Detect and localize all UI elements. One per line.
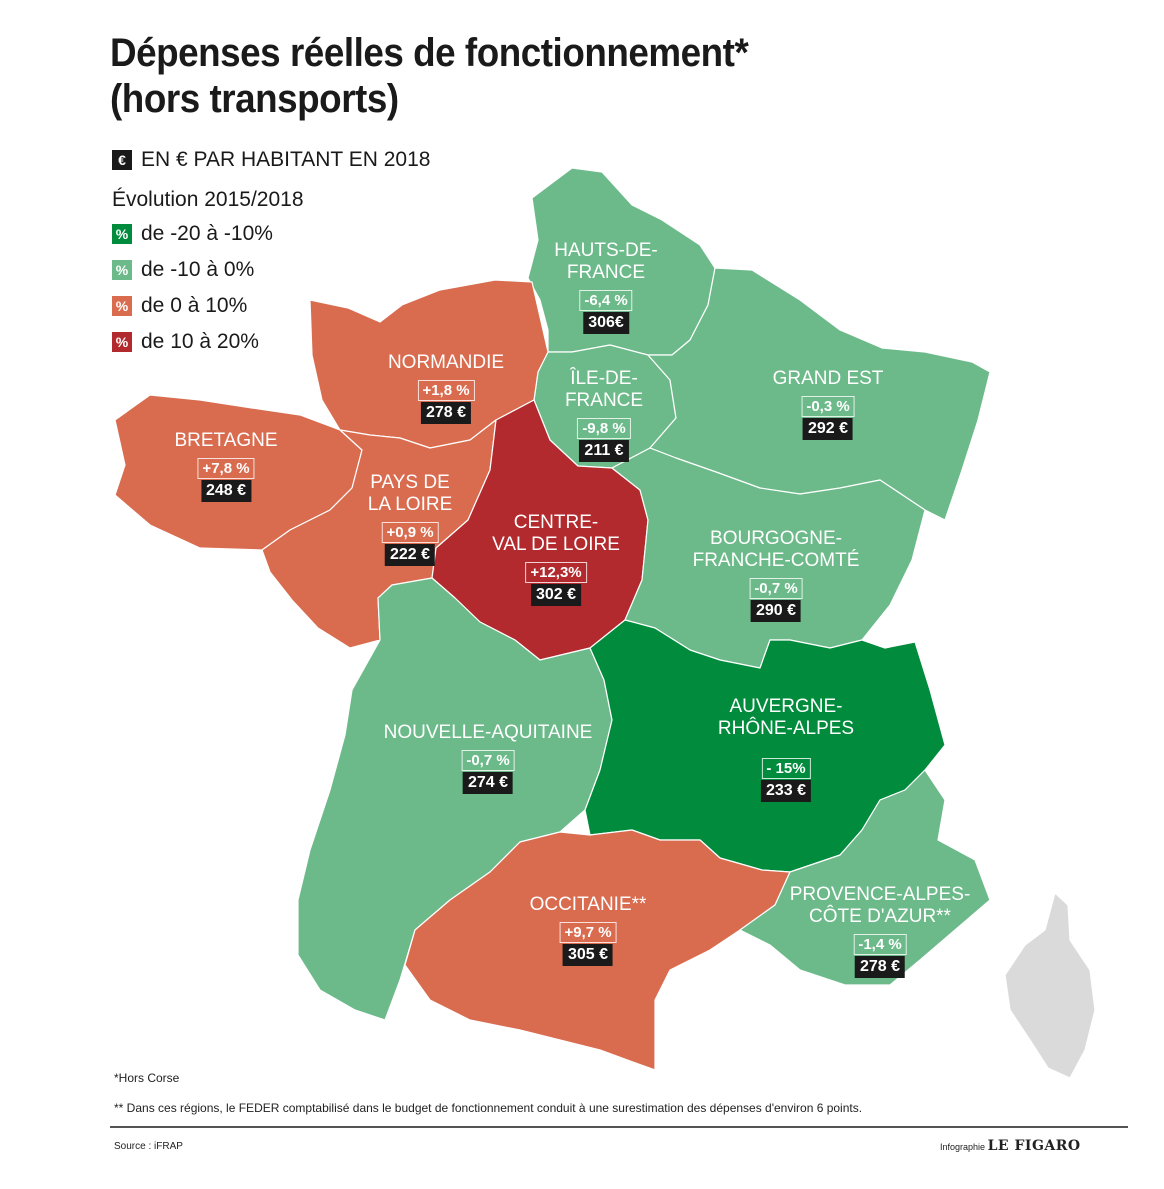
region-name: VAL DE LOIRE	[492, 534, 620, 555]
region-name: AUVERGNE-	[729, 696, 843, 717]
evolution-badge: +7,8 %	[197, 458, 255, 479]
value-badge: 290 €	[750, 600, 802, 622]
region-name: PROVENCE-ALPES-	[789, 884, 971, 905]
label-hauts-de-france: HAUTS-DE- FRANCE -6,4 % 306€	[554, 240, 658, 334]
title-line-2: (hors transports)	[110, 77, 399, 121]
evolution-badge: +0,9 %	[381, 522, 439, 543]
legend-evolution-title: Évolution 2015/2018	[112, 188, 304, 211]
legend-swatch-percent-icon: %	[112, 296, 132, 316]
legend-item-label: de -10 à 0%	[141, 258, 255, 281]
footnote-feder: ** Dans ces régions, le FEDER comptabili…	[114, 1101, 863, 1115]
footnote-hors-corse: *Hors Corse	[114, 1071, 180, 1085]
region-corse[interactable]	[1004, 892, 1096, 1079]
chart-title: Dépenses réelles de fonctionnement* (hor…	[110, 30, 749, 122]
legend-swatch-percent-icon: %	[112, 332, 132, 352]
region-name: NOUVELLE-AQUITAINE	[383, 722, 593, 743]
label-paca: PROVENCE-ALPES- CÔTE D'AZUR** -1,4 % 278…	[789, 884, 971, 978]
evolution-badge: -1,4 %	[853, 934, 907, 955]
value-badge: 274 €	[462, 772, 514, 794]
evolution-badge: -0,3 %	[801, 396, 855, 417]
value-badge: 306€	[583, 312, 629, 334]
value-badge: 222 €	[384, 544, 436, 566]
title-line-1: Dépenses réelles de fonctionnement*	[110, 31, 749, 75]
evolution-badge: +9,7 %	[559, 922, 617, 943]
label-occitanie: OCCITANIE** +9,7 % 305 €	[529, 894, 647, 966]
evolution-badge: -9,8 %	[577, 418, 631, 439]
legend-item: % de 10 à 20%	[112, 324, 430, 360]
region-name: LA LOIRE	[367, 494, 453, 515]
value-badge: 302 €	[530, 584, 582, 606]
euro-icon: €	[112, 150, 132, 170]
footer-divider	[110, 1126, 1128, 1128]
credit: Infographie LE FIGARO	[940, 1138, 1081, 1154]
evolution-badge: +12,3%	[525, 562, 587, 583]
label-bretagne: BRETAGNE +7,8 % 248 €	[174, 430, 278, 502]
evolution-badge: -6,4 %	[579, 290, 633, 311]
region-name: BRETAGNE	[174, 430, 278, 451]
region-name: CÔTE D'AZUR**	[809, 906, 951, 927]
legend-item-label: de 10 à 20%	[141, 330, 259, 353]
label-bourgogne-franche-comte: BOURGOGNE- FRANCHE-COMTÉ -0,7 % 290 €	[692, 528, 860, 622]
credit-prefix: Infographie	[940, 1142, 986, 1152]
evolution-badge: - 15%	[761, 758, 811, 779]
legend-swatch-percent-icon: %	[112, 224, 132, 244]
source: Source : iFRAP	[114, 1141, 183, 1152]
region-name: GRAND EST	[772, 368, 884, 389]
region-name: RHÔNE-ALPES	[717, 718, 855, 739]
legend-item: % de -20 à -10%	[112, 216, 430, 252]
legend-item: % de -10 à 0%	[112, 252, 430, 288]
legend-swatch-percent-icon: %	[112, 260, 132, 280]
label-grand-est: GRAND EST -0,3 % 292 €	[772, 368, 884, 440]
evolution-badge: -0,7 %	[749, 578, 803, 599]
value-badge: 278 €	[420, 402, 472, 424]
region-name: OCCITANIE**	[529, 894, 647, 915]
evolution-badge: -0,7 %	[461, 750, 515, 771]
value-badge: 211 €	[579, 440, 629, 462]
value-badge: 278 €	[854, 956, 906, 978]
region-name: FRANCE	[566, 262, 646, 283]
legend-item: % de 0 à 10%	[112, 288, 430, 324]
region-name: CENTRE-	[513, 512, 599, 533]
value-badge: 305 €	[562, 944, 614, 966]
region-name: PAYS DE	[370, 472, 450, 493]
value-badge: 248 €	[200, 480, 252, 502]
label-auvergne-rhone-alpes: AUVERGNE- RHÔNE-ALPES - 15% 233 €	[718, 696, 854, 802]
region-paca[interactable]	[739, 769, 991, 986]
region-name: ÎLE-DE-	[570, 368, 638, 389]
legend-item-label: de 0 à 10%	[141, 294, 248, 317]
legend-unit-label: EN € PAR HABITANT EN 2018	[141, 148, 431, 171]
label-centre-val-de-loire: CENTRE- VAL DE LOIRE +12,3% 302 €	[492, 512, 620, 606]
label-pays-de-la-loire: PAYS DE LA LOIRE +0,9 % 222 €	[367, 472, 453, 566]
value-badge: 233 €	[760, 780, 812, 802]
region-name: NORMANDIE	[387, 352, 505, 373]
evolution-badge: +1,8 %	[417, 380, 475, 401]
region-name: HAUTS-DE-	[554, 240, 658, 261]
legend-item-label: de -20 à -10%	[141, 222, 273, 245]
label-ile-de-france: ÎLE-DE- FRANCE -9,8 % 211 €	[565, 368, 643, 462]
le-figaro-logo: LE FIGARO	[987, 1138, 1081, 1154]
region-name: BOURGOGNE-	[710, 528, 842, 549]
region-name: FRANCHE-COMTÉ	[692, 550, 860, 571]
legend-unit-row: € EN € PAR HABITANT EN 2018	[112, 142, 430, 178]
label-nouvelle-aquitaine: NOUVELLE-AQUITAINE -0,7 % 274 €	[383, 722, 593, 794]
legend: € EN € PAR HABITANT EN 2018 Évolution 20…	[112, 142, 430, 360]
value-badge: 292 €	[802, 418, 854, 440]
label-normandie: NORMANDIE +1,8 % 278 €	[388, 352, 504, 424]
region-name: FRANCE	[564, 390, 644, 411]
